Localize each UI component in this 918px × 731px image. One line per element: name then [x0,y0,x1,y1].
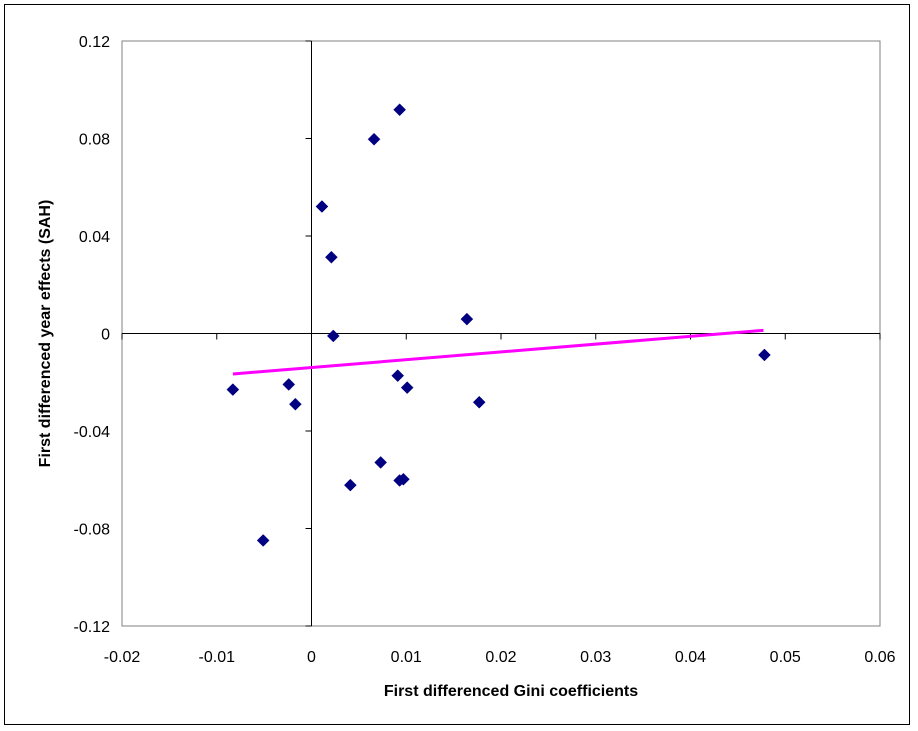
y-tick-label: -0.04 [74,424,111,441]
data-point [391,369,405,383]
data-point [393,103,406,117]
data-point [289,397,302,411]
data-point [326,329,340,343]
y-tick-label: 0.12 [79,34,110,51]
data-point [325,250,338,264]
data-point [282,378,296,391]
tick-labels: -0.02 -0.01 0 0.01 0.02 0.03 0.04 0.05 0.06 0.12 0… [74,34,896,666]
data-point [315,200,329,213]
data-point [367,132,381,146]
x-tick-label: 0.05 [770,649,801,666]
y-tick-label: -0.12 [74,619,111,636]
x-tick-label: 0.04 [675,649,706,666]
y-tick-label: -0.08 [74,522,111,539]
y-axis-title: First differenced year effects (SAH) [37,200,54,468]
trendline-layer [232,328,764,376]
x-tick-label: -0.02 [104,649,141,666]
data-point [226,383,240,396]
x-tick-label: 0.06 [864,649,895,666]
data-point [460,312,474,326]
data-point [472,395,486,409]
data-point [256,534,270,547]
x-tick-label: 0.03 [580,649,611,666]
y-tick-label: 0 [101,327,110,344]
x-tick-label: -0.01 [199,649,236,666]
data-point [400,381,414,394]
data-point [343,478,357,492]
y-tick-label: 0.08 [79,132,110,149]
trendline [232,328,764,376]
x-axis-title: First differenced Gini coefficients [384,683,638,700]
data-point [374,456,388,469]
x-tick-label: 0.02 [485,649,516,666]
plot-area [121,40,881,627]
x-tick-label: 0.01 [391,649,422,666]
data-points [226,103,771,547]
data-point [758,348,771,362]
y-tick-label: 0.04 [79,229,110,246]
data-point [397,472,410,486]
x-tick-label: 0 [307,649,316,666]
